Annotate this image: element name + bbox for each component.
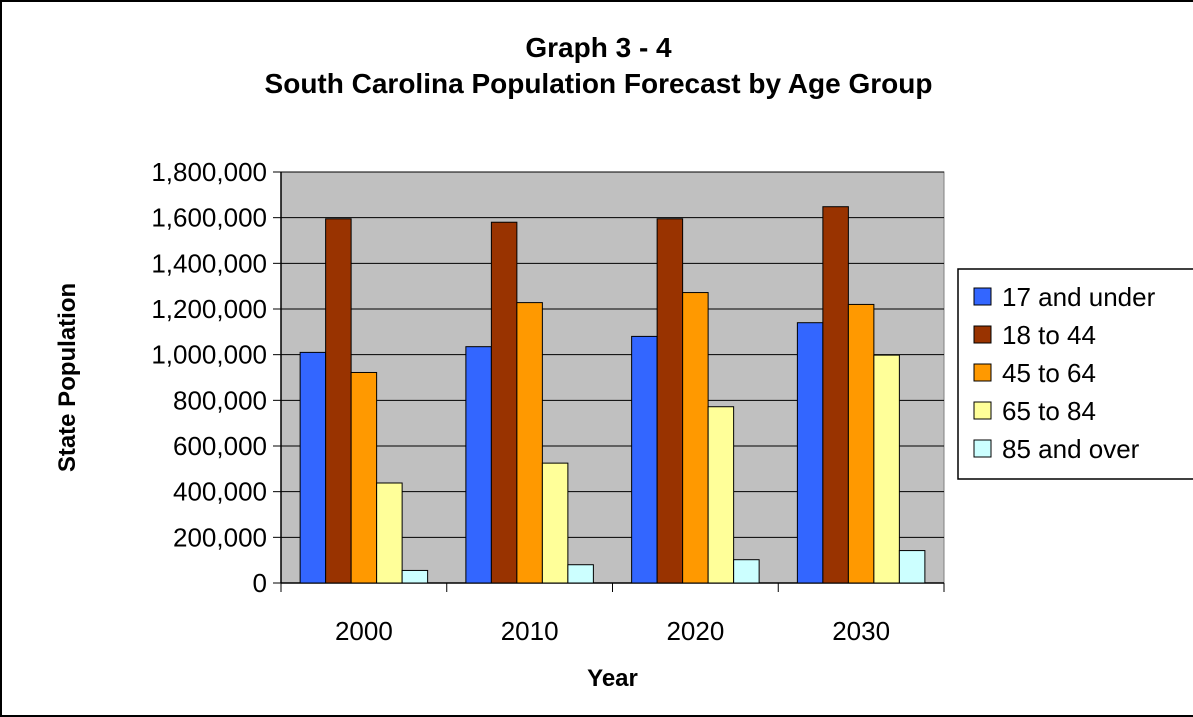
bar: [567, 564, 594, 584]
legend-swatch: [973, 363, 992, 382]
legend-swatch: [973, 439, 992, 458]
y-tick-label: 200,000: [173, 522, 267, 552]
y-tick-label: 1,600,000: [151, 203, 267, 233]
y-tick-label: 1,400,000: [151, 248, 267, 278]
bar: [822, 206, 849, 584]
bar: [796, 322, 824, 584]
bar: [376, 482, 403, 584]
x-tick-label: 2010: [501, 616, 559, 646]
legend-swatch: [973, 401, 992, 420]
bar: [847, 303, 875, 584]
chart-title-line-2: South Carolina Population Forecast by Ag…: [264, 68, 933, 99]
x-tick-label: 2000: [335, 616, 393, 646]
legend-box: [957, 268, 1193, 480]
y-tick-label: 1,200,000: [151, 294, 267, 324]
bar: [490, 221, 518, 584]
bar: [401, 569, 429, 584]
y-tick-label: 1,800,000: [151, 157, 267, 187]
x-tick-label: 2020: [666, 616, 724, 646]
y-tick-label: 800,000: [173, 385, 267, 415]
legend-swatch: [973, 325, 992, 344]
legend-label: 18 to 44: [1002, 320, 1096, 350]
legend-label: 45 to 64: [1002, 358, 1096, 388]
bar: [465, 346, 492, 584]
bar: [541, 462, 569, 584]
bar: [898, 550, 926, 584]
bar: [707, 406, 735, 584]
y-tick-label: 600,000: [173, 431, 267, 461]
bar: [682, 292, 709, 584]
legend-label: 65 to 84: [1002, 396, 1096, 426]
bar: [325, 218, 352, 584]
bar: [516, 302, 543, 584]
bar: [733, 559, 760, 584]
legend-label: 17 and under: [1002, 282, 1156, 312]
y-axis-title: State Population: [54, 283, 81, 472]
y-tick-label: 400,000: [173, 477, 267, 507]
bar: [299, 351, 327, 584]
bar: [631, 335, 658, 584]
legend-swatch: [973, 287, 992, 306]
x-tick-label: 2030: [832, 616, 890, 646]
legend-label: 85 and over: [1002, 434, 1140, 464]
chart-title-line-1: Graph 3 - 4: [525, 32, 672, 63]
y-tick-label: 1,000,000: [151, 340, 267, 370]
bar: [656, 218, 684, 584]
bar: [350, 371, 378, 584]
y-tick-label: 0: [253, 568, 267, 598]
x-axis-title: Year: [587, 665, 638, 692]
bar: [873, 354, 900, 584]
